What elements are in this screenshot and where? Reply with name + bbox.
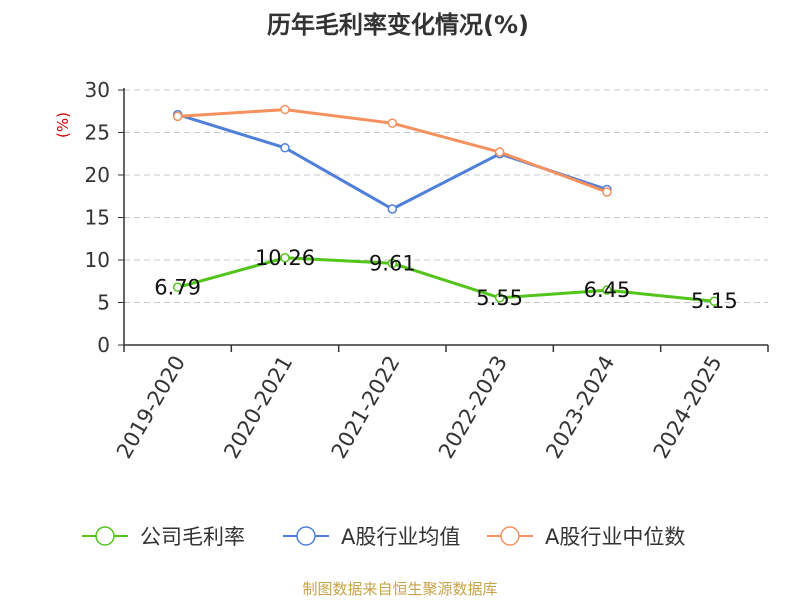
legend-item: 公司毛利率 [82, 525, 245, 549]
data-point [280, 253, 290, 263]
y-tick-label: 30 [85, 78, 110, 102]
data-point [280, 104, 290, 115]
grid-lines [124, 89, 768, 303]
data-point [602, 187, 612, 197]
legend-marker [296, 526, 316, 546]
legend-label: 公司毛利率 [140, 525, 245, 549]
legend-marker [95, 526, 115, 546]
data-point [172, 282, 183, 293]
legend-label: A股行业中位数 [545, 525, 685, 549]
x-tick-label: 2021-2022 [327, 352, 405, 463]
x-tick-label: 2022-2023 [434, 351, 512, 462]
x-tick-label: 2023-2024 [541, 352, 619, 463]
data-point [387, 118, 398, 128]
data-point [280, 143, 290, 153]
data-point [172, 111, 183, 122]
y-tick-label: 25 [85, 121, 110, 145]
source-footer: 制图数据来自恒生聚源数据库 [302, 580, 497, 598]
legend-label: A股行业均值 [341, 525, 460, 549]
x-tick-label: 2019-2020 [112, 352, 190, 463]
y-tick-label: 20 [85, 163, 110, 187]
legend-marker [500, 526, 520, 546]
data-label: 9.61 [369, 251, 416, 275]
data-point [602, 285, 612, 295]
legend: 公司毛利率 A股行业均值 A股行业中位数 [82, 525, 685, 549]
series-lines [172, 104, 720, 306]
data-label: 6.79 [154, 275, 201, 299]
y-axis-label: (%) [54, 112, 72, 138]
data-point [709, 296, 720, 306]
axes: 0 5 10 15 20 25 30 2019-2020 2020-2021 2021-2022 2… [85, 78, 769, 463]
data-label: 6.45 [584, 278, 631, 302]
series-line-0 [177, 256, 715, 303]
y-tick-label: 5 [97, 291, 110, 315]
data-point [494, 293, 505, 303]
y-tick-label: 0 [97, 333, 110, 357]
x-tick-label: 2020-2021 [219, 352, 297, 463]
series-line-1 [177, 113, 608, 211]
chart-title: 历年毛利率变化情况(%) [267, 11, 529, 39]
data-label: 10.26 [255, 246, 315, 270]
x-tick-label: 2024-2025 [649, 352, 727, 463]
data-label: 5.55 [476, 286, 523, 310]
data-point [387, 258, 398, 269]
data-point [387, 204, 398, 214]
data-point [494, 147, 505, 157]
data-labels: 6.79 10.26 9.61 5.55 6.45 5.15 [154, 246, 737, 313]
data-label: 5.15 [691, 289, 738, 313]
y-tick-label: 10 [85, 248, 110, 272]
legend-item: A股行业均值 [283, 525, 460, 549]
legend-item: A股行业中位数 [487, 525, 685, 549]
y-tick-label: 15 [85, 206, 110, 230]
